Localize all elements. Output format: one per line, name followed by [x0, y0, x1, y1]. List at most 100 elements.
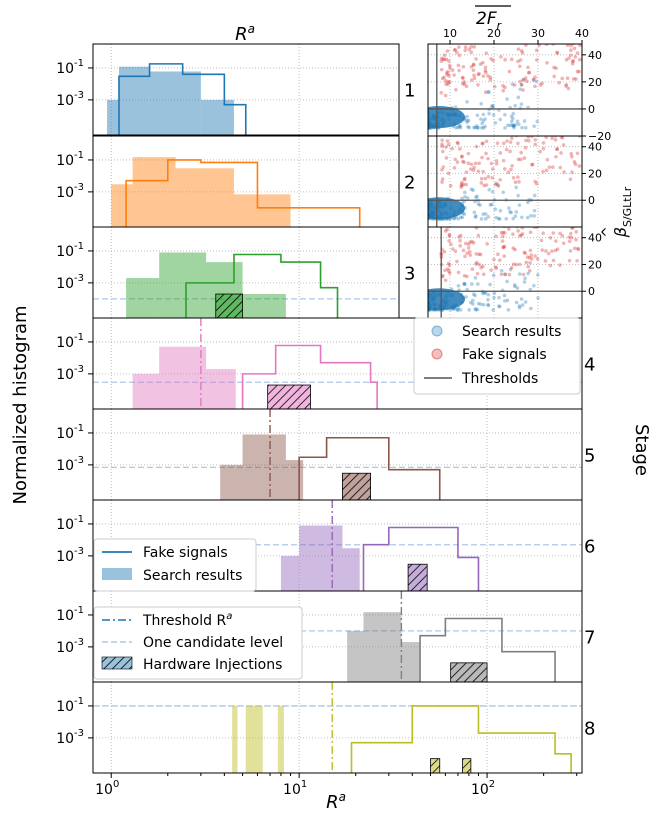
- scatter-y-tick-label: 0: [588, 285, 595, 298]
- search-point: [465, 287, 469, 292]
- scatter-y-tick-label: 0: [588, 103, 595, 116]
- search-point: [486, 292, 491, 297]
- search-bar: [242, 434, 286, 500]
- search-point: [428, 308, 431, 312]
- fake-point: [519, 157, 523, 162]
- search-point: [479, 117, 483, 121]
- fake-point: [455, 50, 459, 55]
- fake-point: [483, 68, 488, 73]
- fake-point: [555, 147, 559, 151]
- fake-point: [479, 265, 483, 270]
- search-point: [433, 296, 437, 300]
- fake-point: [495, 141, 500, 145]
- fake-point: [530, 162, 535, 167]
- search-point: [512, 125, 516, 130]
- search-point: [529, 213, 533, 218]
- search-point: [430, 116, 435, 121]
- search-point: [508, 267, 513, 272]
- fake-point: [464, 182, 468, 187]
- fake-point: [530, 162, 534, 167]
- fake-point: [553, 248, 558, 253]
- search-point: [456, 125, 460, 130]
- fake-point: [462, 82, 467, 86]
- fake-point: [538, 83, 543, 87]
- search-point: [486, 297, 490, 302]
- search-point: [429, 215, 433, 220]
- search-point: [428, 125, 431, 130]
- fake-point: [461, 182, 466, 187]
- fake-point: [446, 69, 450, 74]
- search-point: [520, 215, 524, 220]
- fake-point: [553, 40, 557, 44]
- fake-point: [440, 168, 444, 172]
- search-point: [428, 211, 431, 216]
- search-bar: [206, 369, 236, 409]
- fake-point: [490, 176, 495, 180]
- search-point: [466, 196, 470, 200]
- search-point: [457, 207, 462, 212]
- search-point: [428, 301, 431, 305]
- fake-point: [448, 66, 452, 70]
- fake-point: [493, 182, 498, 187]
- stage-number: 3: [404, 264, 415, 285]
- search-point: [428, 120, 431, 124]
- search-point: [497, 304, 501, 308]
- search-point: [452, 122, 457, 127]
- search-point: [428, 305, 431, 310]
- search-point: [508, 123, 513, 128]
- search-point: [479, 217, 484, 221]
- fake-point: [469, 45, 473, 49]
- search-point: [432, 125, 436, 129]
- scatter-x-tick-label: 10: [443, 27, 457, 40]
- search-point: [445, 303, 449, 307]
- fake-point: [520, 232, 525, 236]
- search-point: [456, 217, 461, 221]
- fake-point: [457, 68, 461, 73]
- fake-point: [461, 76, 465, 80]
- search-point: [440, 119, 444, 123]
- search-point: [475, 307, 480, 312]
- search-point: [441, 216, 446, 221]
- search-point: [428, 206, 431, 210]
- search-bar: [159, 252, 207, 318]
- fake-point: [442, 57, 447, 62]
- y-tick-label: 10-3: [56, 728, 84, 747]
- search-point: [433, 307, 437, 311]
- search-point: [428, 210, 433, 215]
- search-point: [505, 97, 509, 101]
- fake-point: [533, 142, 537, 147]
- fake-point: [439, 90, 444, 95]
- y-tick-label: 10-3: [56, 637, 84, 656]
- search-point: [460, 201, 465, 205]
- fake-point: [463, 254, 467, 259]
- fake-point: [441, 274, 445, 278]
- search-point: [428, 216, 431, 221]
- fake-point: [554, 239, 558, 243]
- search-point: [428, 204, 431, 209]
- search-point: [456, 283, 461, 288]
- fake-point: [525, 79, 529, 84]
- search-point: [444, 216, 448, 221]
- search-point: [460, 300, 464, 305]
- fake-point: [567, 239, 572, 244]
- fake-point: [577, 69, 581, 74]
- search-point: [481, 212, 486, 216]
- search-point: [444, 217, 448, 221]
- search-point: [499, 268, 504, 273]
- search-point: [428, 307, 431, 312]
- search-point: [432, 307, 437, 312]
- fake-point: [476, 169, 481, 174]
- search-point: [428, 306, 431, 310]
- fake-point: [501, 88, 506, 93]
- y-tick-label: 10-3: [56, 364, 84, 383]
- fake-point: [522, 250, 527, 255]
- fake-point: [454, 87, 458, 92]
- search-point: [432, 216, 436, 221]
- fake-point: [496, 182, 500, 187]
- fake-point: [564, 84, 568, 88]
- search-point: [457, 124, 462, 129]
- stage-panel-2: 10-1 10-3 2: [56, 135, 415, 228]
- search-bar: [107, 99, 119, 135]
- search-point: [476, 202, 481, 206]
- search-point: [513, 283, 517, 287]
